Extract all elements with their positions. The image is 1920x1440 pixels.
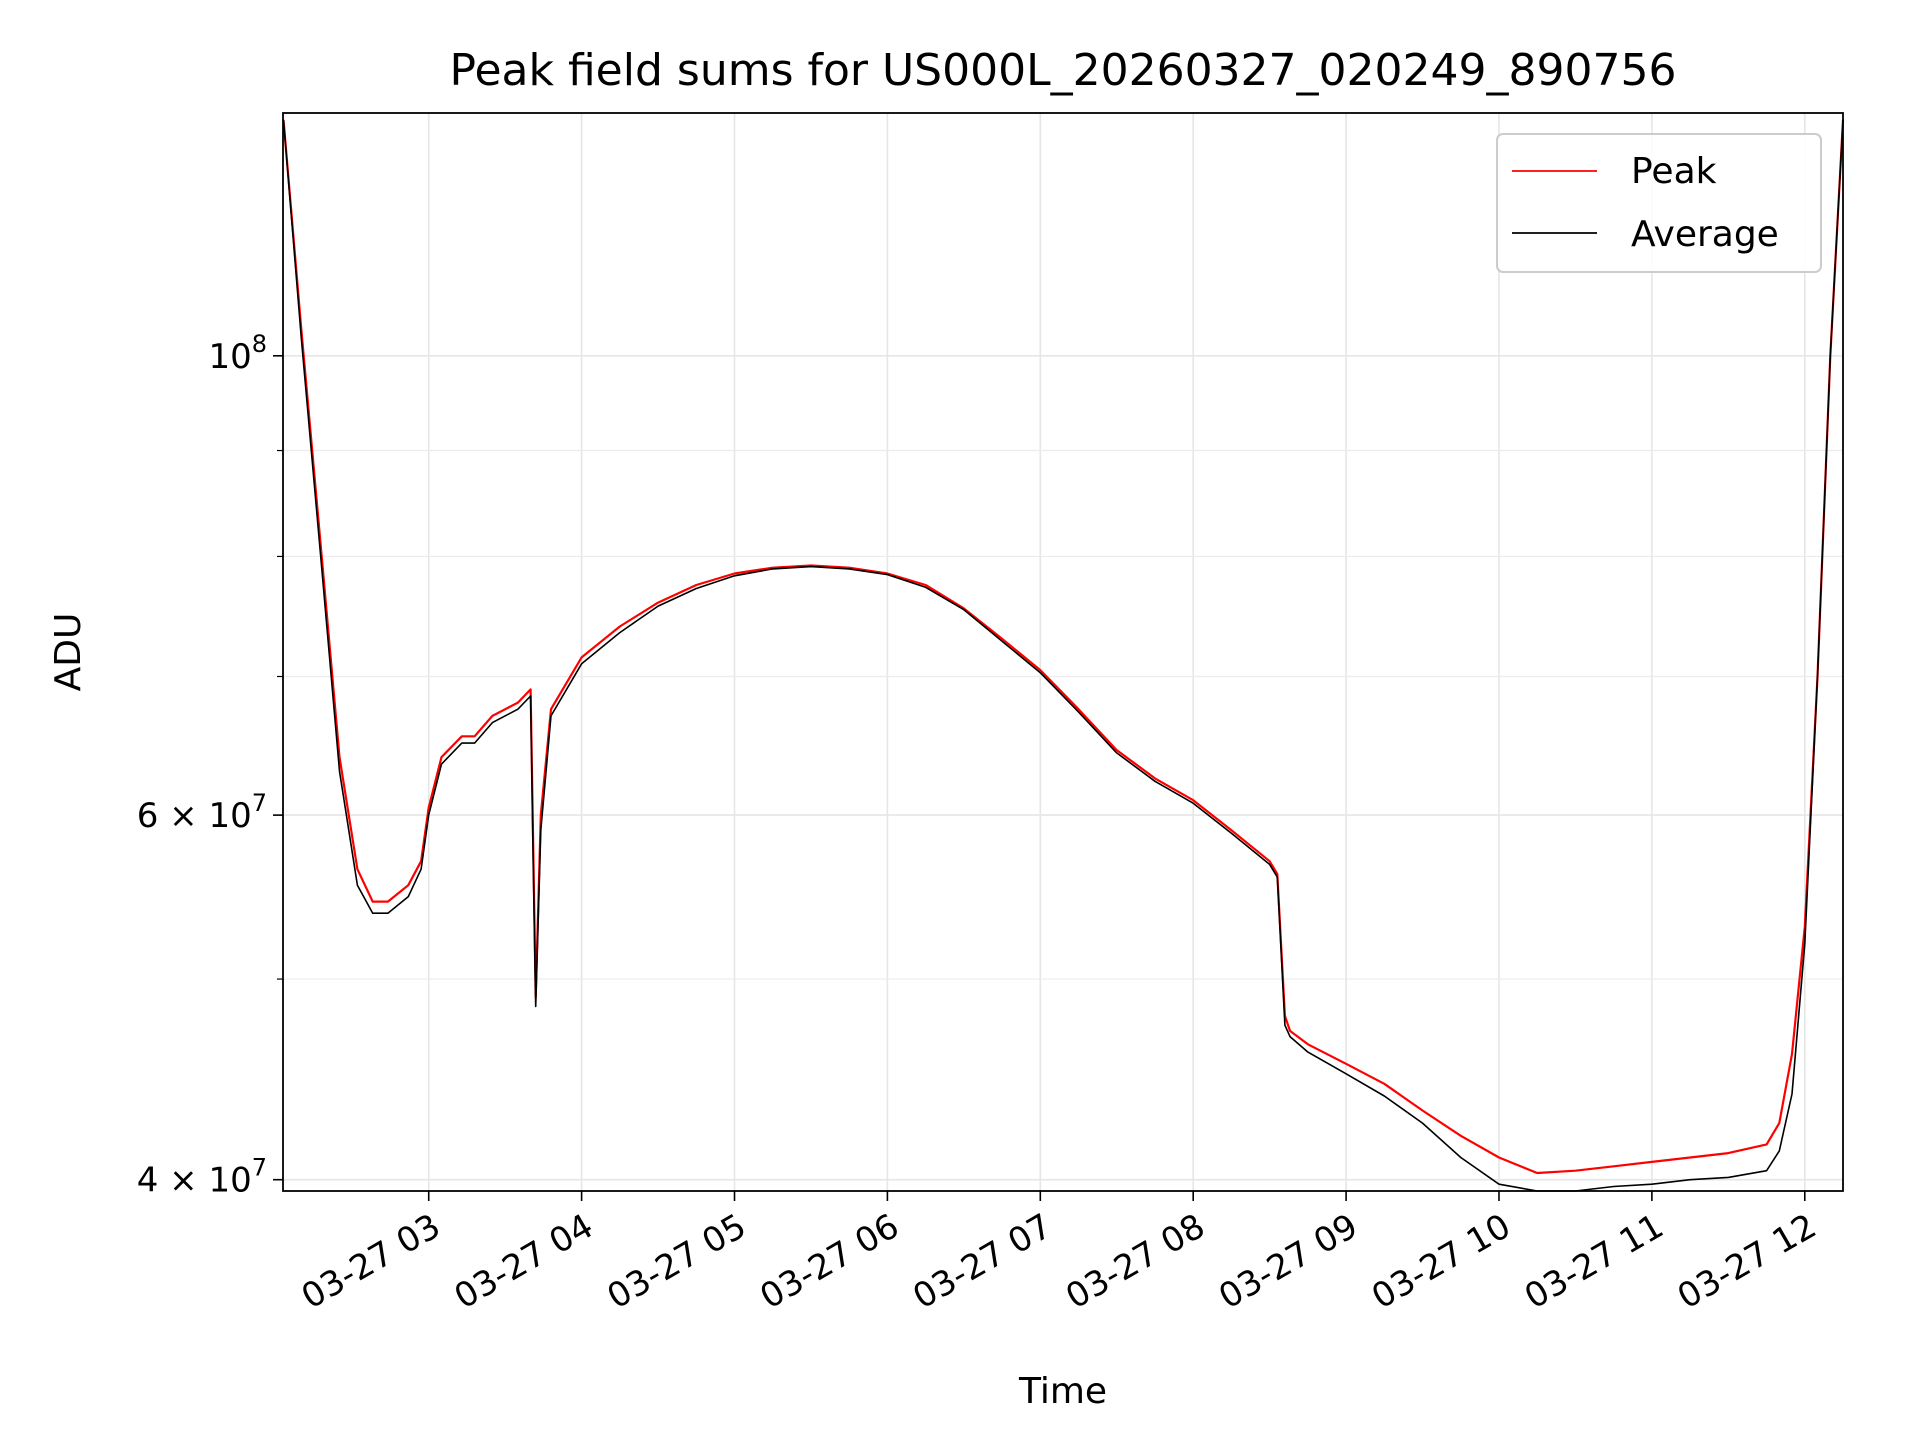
grid	[283, 113, 1843, 1191]
legend: Peak Average	[1496, 133, 1822, 273]
series-line-peak	[282, 119, 1845, 1175]
y-tick-base: 4 × 10	[137, 1161, 252, 1201]
series-layer	[282, 119, 1845, 1192]
y-tick-exponent: 8	[252, 330, 267, 358]
y-axis-label: ADU	[48, 613, 89, 692]
y-tick-exponent: 7	[252, 789, 267, 817]
y-tick-label: 6 × 107	[137, 789, 267, 836]
series-line-average	[282, 119, 1844, 1192]
legend-label-average: Average	[1631, 214, 1779, 255]
y-tick-base: 10	[208, 337, 251, 377]
x-axis-label: Time	[1018, 1371, 1107, 1412]
plot-frame	[282, 112, 1844, 1192]
y-tick-base: 6 × 10	[137, 796, 252, 836]
y-tick-label: 4 × 107	[137, 1154, 267, 1201]
legend-box	[1496, 133, 1822, 273]
y-tick-label: 108	[208, 330, 267, 377]
legend-label-peak: Peak	[1631, 151, 1717, 192]
chart-title: Peak field sums for US000L_20260327_0202…	[450, 45, 1677, 96]
y-tick-exponent: 7	[252, 1154, 267, 1182]
